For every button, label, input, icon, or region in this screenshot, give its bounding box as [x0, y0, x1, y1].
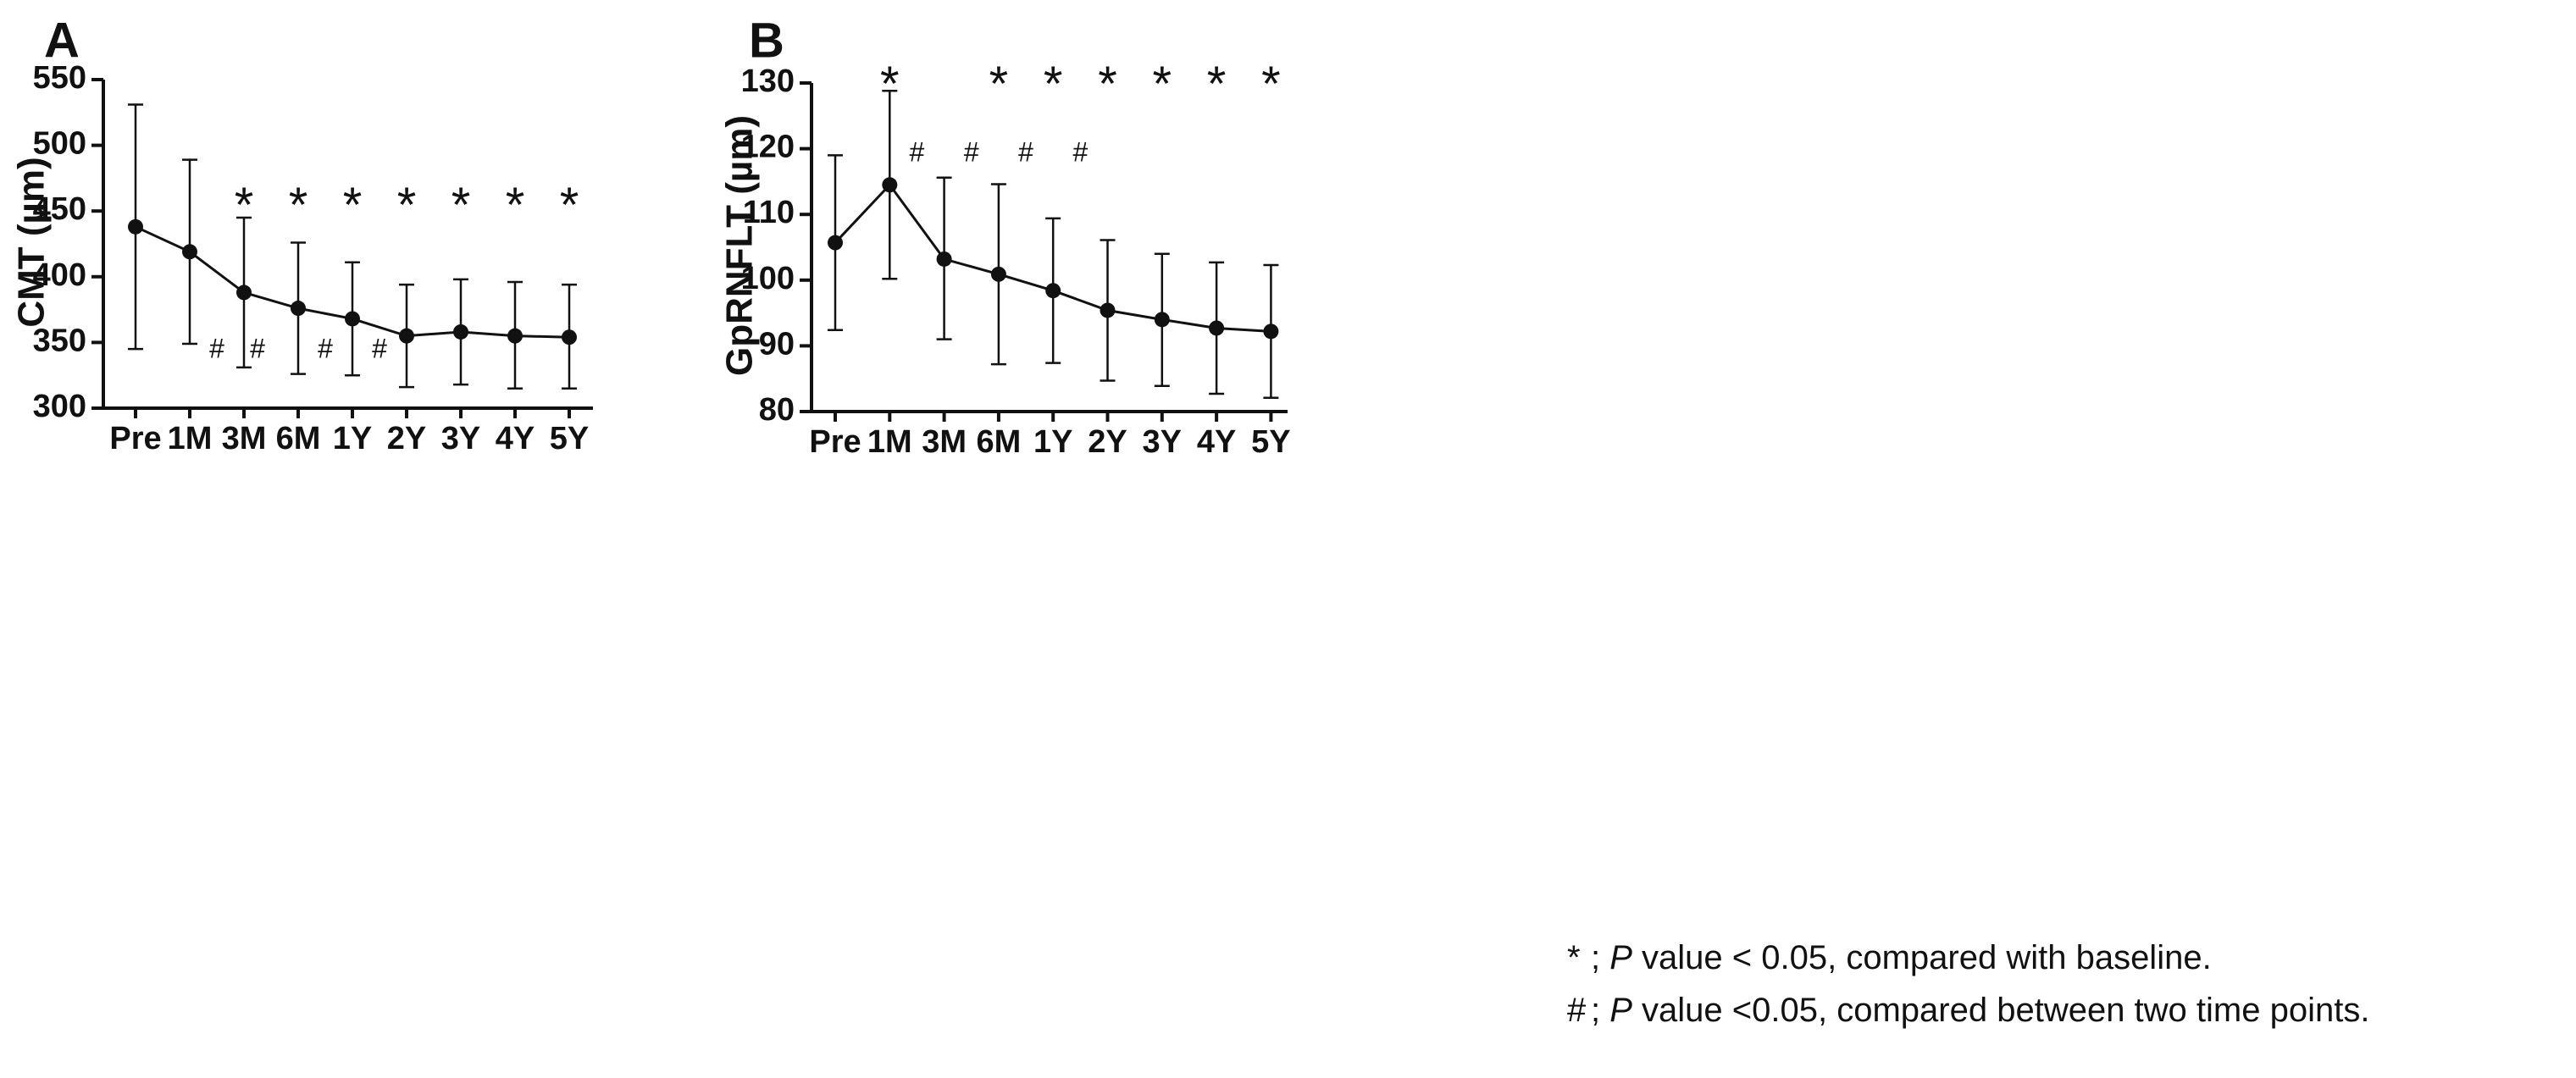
panel-b-y-tick-label: 100 — [741, 261, 795, 296]
panel-a-x-tick-label: 1M — [168, 421, 213, 456]
legend-row-baseline: *; P value < 0.05, compared with baselin… — [1567, 932, 2541, 984]
panel-a-x-tick-label: 4Y — [496, 421, 535, 456]
panel-b-data-point — [1263, 323, 1279, 340]
panel-b-x-tick-label: 1Y — [1033, 424, 1072, 460]
panel-a-y-tick-label: 450 — [33, 191, 86, 227]
legend-hash-text: value <0.05, compared between two time p… — [1631, 992, 2370, 1029]
panel-b-hash-marker: # — [1018, 136, 1033, 167]
panel-b-star-marker: * — [1207, 57, 1227, 112]
panel-b-star-marker: * — [1261, 57, 1281, 112]
panel-a-letter: A — [44, 13, 80, 68]
panel-a-star-marker: * — [451, 178, 471, 233]
panel-b: B GpRNFLT (µm) 80 90 100 110 120 130 Pre 1M 3M 6M 1Y… — [719, 13, 1291, 460]
panel-b-x-tick-label: 5Y — [1251, 424, 1290, 460]
panel-b-star-marker: * — [880, 57, 900, 112]
panel-a-star-marker: * — [289, 178, 308, 233]
panel-a-data-point — [182, 244, 197, 260]
panel-b-x-tick-label: 1M — [867, 424, 912, 460]
panel-a-hash-marker: # — [209, 333, 224, 363]
panel-b-data-point — [882, 177, 898, 193]
legend-star-text: value < 0.05, compared with baseline. — [1631, 939, 2212, 976]
panel-b-x-tick-label: 3Y — [1143, 424, 1182, 460]
panel-b-y-axis-title: GpRNFLT (µm) — [719, 115, 761, 376]
panel-a-data-point — [507, 328, 523, 344]
panel-b-data-point — [1209, 320, 1225, 336]
panel-b-y-tick-label: 80 — [759, 392, 795, 428]
panel-a-x-tick-label: Pre — [109, 421, 161, 456]
panel-a-y-tick-label: 350 — [33, 323, 86, 358]
panel-b-hash-marker: # — [910, 136, 925, 167]
legend-star-p: P — [1609, 939, 1632, 976]
panel-b-data-point — [990, 266, 1006, 282]
legend-star-separator: ; — [1591, 939, 1601, 976]
panel-a-y-tick-label: 550 — [33, 60, 86, 96]
panel-a-x-tick-label: 5Y — [550, 421, 589, 456]
legend-hash-p: P — [1609, 992, 1632, 1029]
panel-b-x-tick-label: 6M — [977, 424, 1022, 460]
panel-a-x-tick-label: 3Y — [441, 421, 480, 456]
panel-b-star-marker: * — [1044, 57, 1063, 112]
panel-a-hash-marker: # — [250, 333, 265, 363]
panel-a-y-axis-title: CMT (µm) — [11, 157, 53, 327]
panel-b-x-tick-label: 3M — [922, 424, 967, 460]
panel-b-star-marker: * — [1153, 57, 1172, 112]
panel-b-data-point — [1100, 302, 1116, 318]
panel-b-x-tick-label: Pre — [809, 424, 861, 460]
panel-b-data-point — [828, 235, 843, 251]
panel-a-x-tick-label: 2Y — [387, 421, 426, 456]
panel-b-data-point — [1154, 312, 1170, 328]
panel-a-hash-marker: # — [318, 333, 333, 363]
panel-a-x-tick-label: 1Y — [333, 421, 372, 456]
panel-b-x-tick-label: 2Y — [1088, 424, 1127, 460]
significance-legend: *; P value < 0.05, compared with baselin… — [1567, 932, 2541, 1037]
panel-b-hash-marker: # — [964, 136, 979, 167]
panel-b-y-tick-label: 130 — [741, 64, 795, 99]
panel-a-data-point — [128, 218, 143, 235]
panel-b-star-marker: * — [989, 57, 1009, 112]
panel-a-y-tick-label: 300 — [33, 389, 86, 424]
panel-b-y-tick-label: 110 — [743, 195, 795, 230]
panel-a-data-point — [453, 323, 468, 340]
panel-a-star-marker: * — [343, 178, 363, 233]
panel-a-star-marker: * — [235, 178, 254, 233]
panel-a-star-marker: * — [397, 178, 417, 233]
panel-b-hash-marker: # — [1072, 136, 1088, 167]
panel-b-y-tick-label: 90 — [759, 326, 795, 362]
panel-a-star-marker: * — [506, 178, 525, 233]
panel-a-x-tick-label: 3M — [222, 421, 267, 456]
panel-b-data-point — [1045, 283, 1061, 299]
panel-a-data-point — [345, 311, 360, 327]
panel-a-data-point — [399, 328, 414, 344]
legend-hash-symbol: # — [1567, 992, 1587, 1029]
legend-hash-separator: ; — [1591, 992, 1601, 1029]
panel-a-data-point — [291, 301, 306, 317]
panel-a: A CMT (µm) 300 350 400 450 500 550 Pre 1M 3M 6M 1Y 2Y… — [11, 13, 593, 456]
panel-a-star-marker: * — [560, 178, 579, 233]
legend-star-symbol: * — [1567, 939, 1581, 976]
panel-b-data-point — [936, 251, 952, 267]
panel-a-y-tick-label: 500 — [33, 126, 86, 162]
legend-row-between: #; P value <0.05, compared between two t… — [1567, 984, 2541, 1037]
panel-b-letter: B — [749, 13, 784, 68]
panel-a-hash-marker: # — [372, 333, 387, 363]
panel-a-data-point — [236, 285, 252, 301]
panel-a-y-tick-label: 400 — [33, 257, 86, 293]
panel-b-star-marker: * — [1098, 57, 1117, 112]
panel-a-data-point — [562, 329, 577, 346]
panel-b-y-tick-label: 120 — [741, 130, 795, 165]
panel-a-x-tick-label: 6M — [276, 421, 321, 456]
panel-b-x-tick-label: 4Y — [1197, 424, 1236, 460]
